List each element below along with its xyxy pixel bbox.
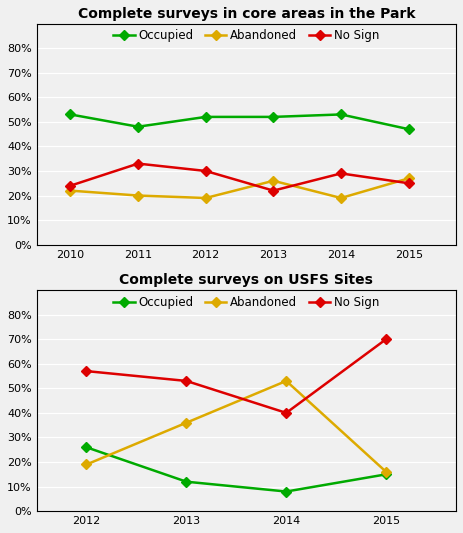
Line: Occupied: Occupied bbox=[67, 111, 412, 133]
Abandoned bbox=[68, 188, 73, 194]
Occupied bbox=[406, 126, 412, 132]
Abandoned bbox=[283, 378, 289, 384]
Occupied bbox=[68, 111, 73, 118]
Legend: Occupied, Abandoned, No Sign: Occupied, Abandoned, No Sign bbox=[113, 296, 379, 309]
Line: Occupied: Occupied bbox=[83, 444, 389, 495]
Legend: Occupied, Abandoned, No Sign: Occupied, Abandoned, No Sign bbox=[113, 29, 379, 43]
Line: No Sign: No Sign bbox=[67, 160, 412, 194]
No Sign bbox=[68, 182, 73, 189]
No Sign bbox=[203, 168, 208, 174]
Line: Abandoned: Abandoned bbox=[83, 377, 389, 475]
Occupied bbox=[338, 111, 344, 118]
Abandoned bbox=[406, 175, 412, 182]
Abandoned bbox=[84, 461, 89, 467]
Occupied bbox=[135, 124, 141, 130]
No Sign bbox=[84, 368, 89, 374]
Abandoned bbox=[203, 195, 208, 201]
Occupied bbox=[270, 114, 276, 120]
Occupied bbox=[383, 471, 389, 478]
No Sign bbox=[184, 378, 189, 384]
No Sign bbox=[283, 410, 289, 416]
No Sign bbox=[406, 180, 412, 187]
Line: Abandoned: Abandoned bbox=[67, 175, 412, 201]
Title: Complete surveys in core areas in the Park: Complete surveys in core areas in the Pa… bbox=[78, 7, 415, 21]
Abandoned bbox=[383, 469, 389, 475]
Line: No Sign: No Sign bbox=[83, 336, 389, 416]
Abandoned bbox=[135, 192, 141, 199]
No Sign bbox=[338, 170, 344, 176]
Occupied bbox=[283, 488, 289, 495]
Abandoned bbox=[338, 195, 344, 201]
Abandoned bbox=[270, 177, 276, 184]
No Sign bbox=[270, 188, 276, 194]
Occupied bbox=[203, 114, 208, 120]
Abandoned bbox=[184, 419, 189, 426]
No Sign bbox=[135, 160, 141, 167]
Title: Complete surveys on USFS Sites: Complete surveys on USFS Sites bbox=[119, 273, 373, 287]
Occupied bbox=[184, 479, 189, 485]
No Sign bbox=[383, 336, 389, 342]
Occupied bbox=[84, 444, 89, 450]
